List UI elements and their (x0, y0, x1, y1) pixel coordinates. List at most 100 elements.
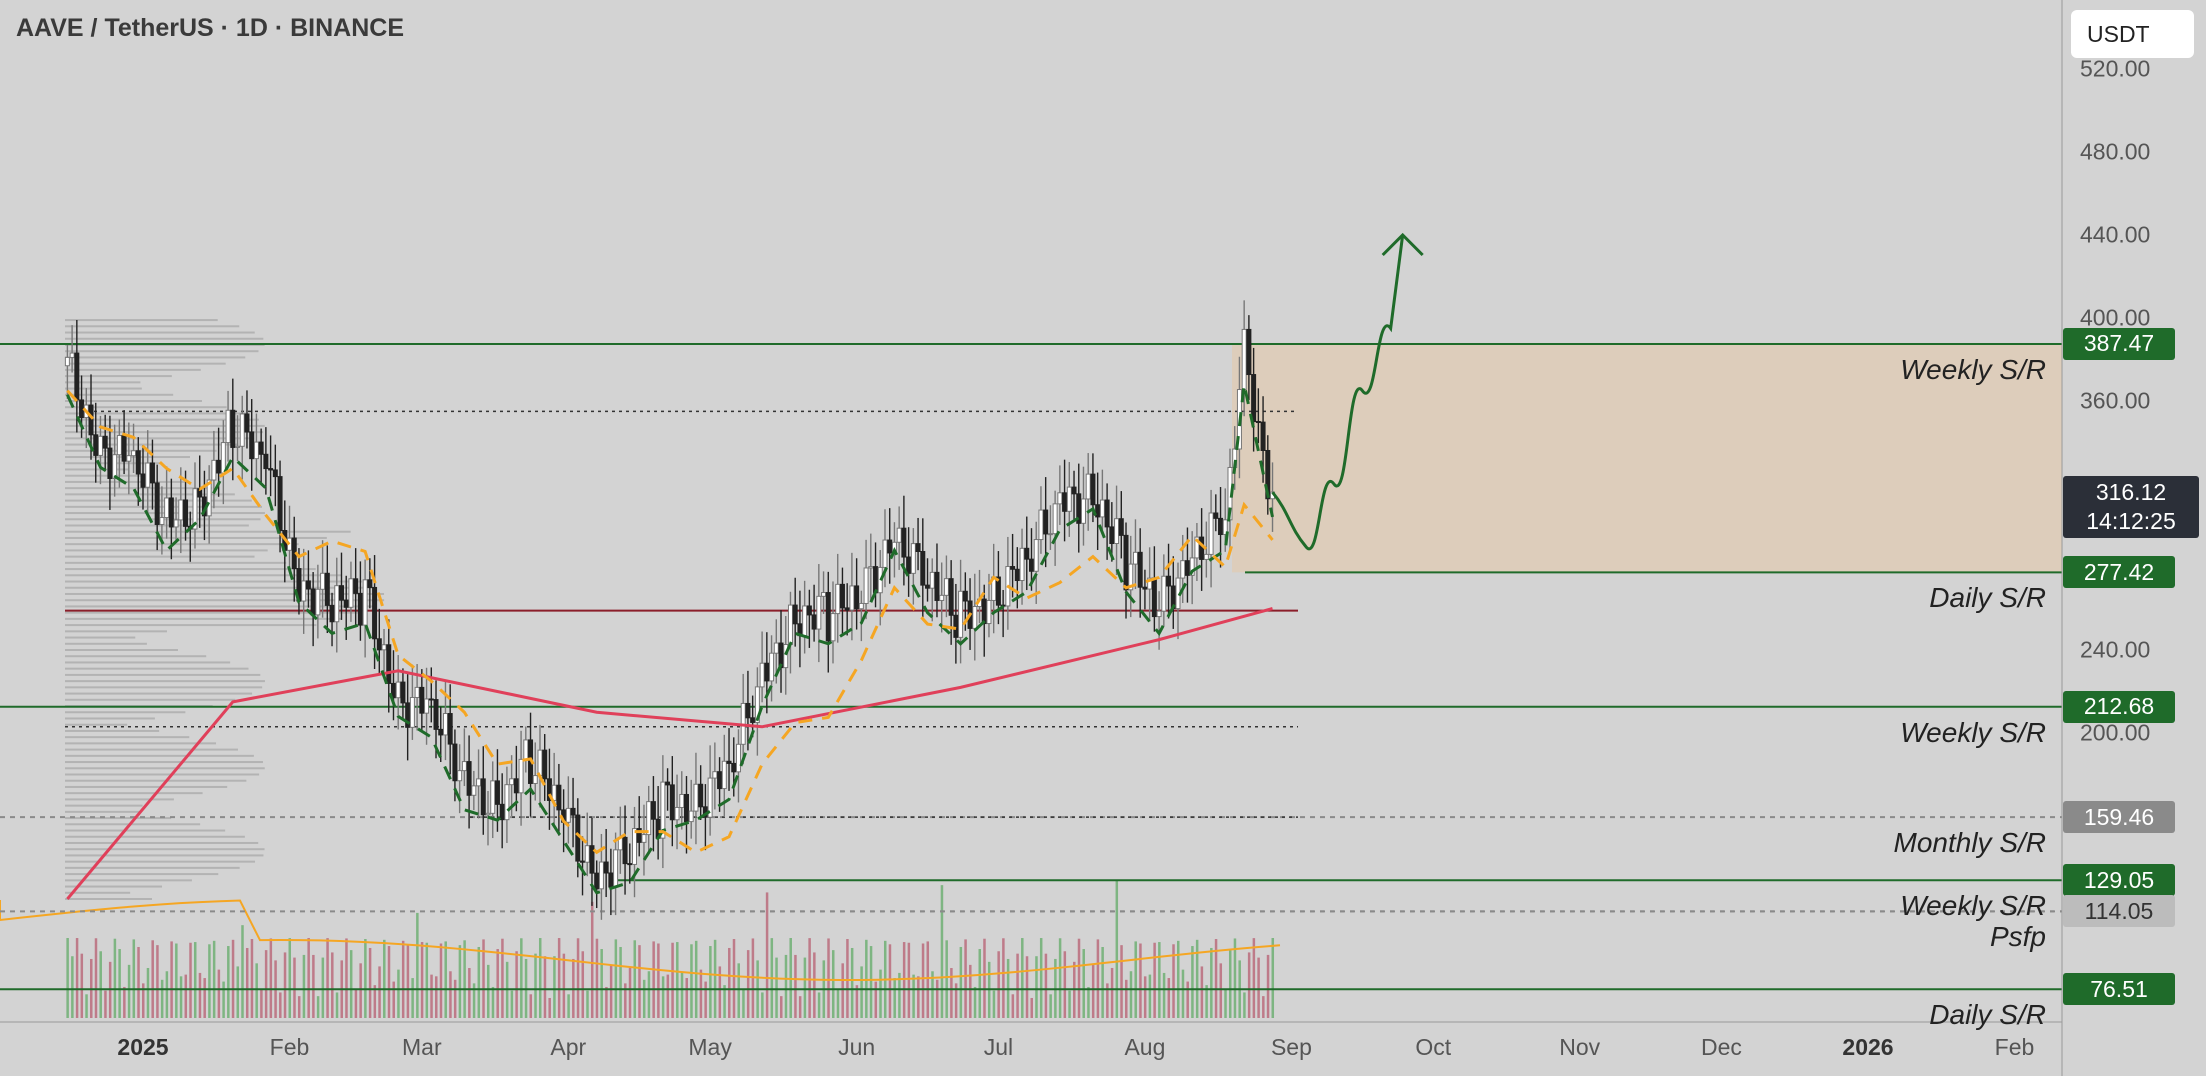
volume-bar (520, 938, 523, 1018)
volume-bar (633, 940, 637, 1018)
candle-body (1047, 533, 1053, 536)
candle-body (1180, 560, 1186, 579)
volume-bar (841, 963, 844, 1018)
volume-bar (562, 953, 566, 1018)
candle-body (1114, 518, 1120, 545)
candle-body (726, 760, 732, 764)
volume-bar (959, 946, 963, 1018)
volume-bar (1106, 983, 1109, 1018)
volume-bar (435, 976, 438, 1018)
candle-body (986, 599, 992, 625)
volume-bar (420, 942, 424, 1018)
candle-body (1118, 518, 1124, 536)
volume-bars (0, 880, 1281, 1018)
volume-bar (269, 938, 273, 1018)
candle-body (1066, 486, 1072, 512)
profile-bar (65, 599, 385, 602)
candle-body (253, 441, 259, 460)
candle-body (263, 453, 269, 470)
candle-body (1132, 551, 1138, 565)
volume-bar (1167, 978, 1171, 1018)
volume-bar (212, 940, 216, 1018)
time-tick-label: Jun (838, 1034, 876, 1060)
candle-body (390, 682, 396, 699)
profile-bar (65, 387, 142, 390)
volume-bar (354, 988, 358, 1018)
candle-body (783, 644, 789, 669)
volume-bar (113, 938, 117, 1018)
profile-bar (65, 879, 192, 882)
volume-bar (605, 986, 608, 1018)
volume-profile (65, 319, 385, 900)
candle-body (1104, 499, 1110, 528)
volume-bar (1091, 964, 1095, 1018)
volume-bar (165, 971, 169, 1018)
volume-bar (491, 986, 495, 1018)
candle-body (1128, 563, 1134, 591)
volume-bar (1191, 946, 1194, 1018)
candle-body (334, 585, 340, 623)
volume-bar (378, 966, 381, 1018)
volume-bar (1002, 938, 1005, 1018)
price-tick-label: 360.00 (2080, 387, 2151, 414)
candle-body (688, 810, 694, 823)
candle-body (268, 468, 274, 471)
volume-bar (978, 949, 982, 1018)
candle-body (773, 642, 779, 654)
candle-body (485, 812, 491, 816)
candle-body (79, 399, 85, 419)
profile-bar (65, 400, 202, 402)
projection-path (1271, 234, 1405, 551)
volume-bar (255, 963, 258, 1018)
volume-bar (264, 950, 268, 1018)
volume-bar (245, 947, 249, 1018)
volume-bar (406, 944, 410, 1018)
profile-bar (65, 798, 174, 801)
volume-bar (1096, 939, 1100, 1018)
volume-bar (1025, 956, 1029, 1018)
candle-body (953, 614, 959, 638)
level-label: Psfp (1989, 921, 2046, 953)
candle-body (901, 527, 907, 558)
profile-bar (65, 848, 265, 851)
candle-body (887, 539, 893, 554)
time-tick-label: Dec (1701, 1034, 1742, 1060)
profile-bar (65, 561, 287, 564)
level-label: Weekly S/R (1900, 716, 2046, 748)
candle-body (896, 527, 902, 543)
candle-body (338, 585, 344, 601)
volume-bar (642, 979, 646, 1018)
candle-body (457, 770, 463, 782)
volume-bar (921, 943, 925, 1018)
candle-body (556, 784, 562, 811)
profile-bar (65, 319, 218, 322)
volume-bar (780, 996, 783, 1018)
volume-bar (222, 981, 225, 1018)
volume-bar (898, 972, 901, 1018)
price-tick-label: 400.00 (2080, 304, 2151, 331)
candle-body (1019, 547, 1025, 582)
time-tick-label: Feb (269, 1034, 310, 1060)
time-tick-label: Aug (1124, 1034, 1166, 1060)
volume-bar (439, 943, 443, 1018)
profile-bar (65, 829, 226, 832)
profile-bar (65, 412, 246, 415)
volume-bar (349, 950, 353, 1018)
candle-body (97, 435, 103, 456)
candle-body (920, 550, 926, 586)
candle-body (1222, 519, 1228, 536)
candle-body (698, 783, 704, 808)
candle-body (258, 441, 264, 455)
currency-button[interactable]: USDT (2071, 10, 2194, 58)
symbol-title[interactable]: AAVE / TetherUS · 1D · BINANCE (16, 14, 405, 42)
volume-bar (142, 983, 145, 1018)
profile-bar (65, 536, 327, 539)
candle-body (669, 784, 675, 821)
volume-bar (1148, 974, 1152, 1018)
candle-body (490, 780, 496, 814)
candle-body (849, 585, 855, 611)
candle-body (844, 607, 850, 611)
candle-body (608, 872, 614, 888)
candle-body (584, 845, 590, 863)
